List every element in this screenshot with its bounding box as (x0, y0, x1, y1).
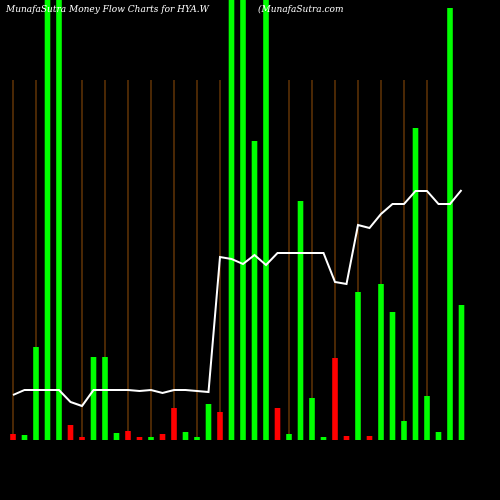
bar (297, 201, 304, 440)
bar (33, 347, 39, 440)
bar (251, 141, 258, 440)
bar (424, 396, 430, 440)
bar (309, 398, 315, 440)
bar (10, 434, 16, 440)
chart-title: MunafaSutra Money Flow Charts for HYA.W (5, 5, 210, 15)
bar (113, 433, 120, 440)
bar (286, 434, 292, 440)
bar (274, 408, 281, 440)
bar (412, 128, 419, 440)
bar (378, 284, 384, 440)
bar (401, 421, 407, 440)
bar (44, 0, 51, 440)
bar (240, 0, 246, 440)
bar (447, 8, 453, 440)
bar (458, 305, 465, 440)
bar (194, 437, 200, 440)
bar (159, 434, 166, 440)
bar (90, 357, 97, 440)
bar (56, 0, 62, 440)
bar (355, 292, 361, 440)
bars (10, 0, 465, 440)
bar (182, 432, 189, 440)
bar (136, 437, 143, 440)
bar (21, 435, 28, 440)
bar (171, 408, 177, 440)
money-flow-line (12, 189, 463, 408)
bar (320, 437, 327, 440)
bar (366, 436, 373, 440)
bar (435, 432, 442, 440)
bar (79, 437, 85, 440)
lines (12, 189, 463, 408)
bar (263, 0, 269, 440)
bar (102, 357, 108, 440)
watermark: (MunafaSutra.com (258, 4, 343, 15)
bar (217, 412, 223, 440)
bar (205, 404, 212, 440)
bar (332, 358, 338, 440)
bar (228, 0, 235, 440)
bar (389, 312, 396, 440)
bar (343, 436, 350, 440)
bar (67, 425, 74, 440)
bar (148, 437, 154, 440)
bar (125, 431, 131, 440)
